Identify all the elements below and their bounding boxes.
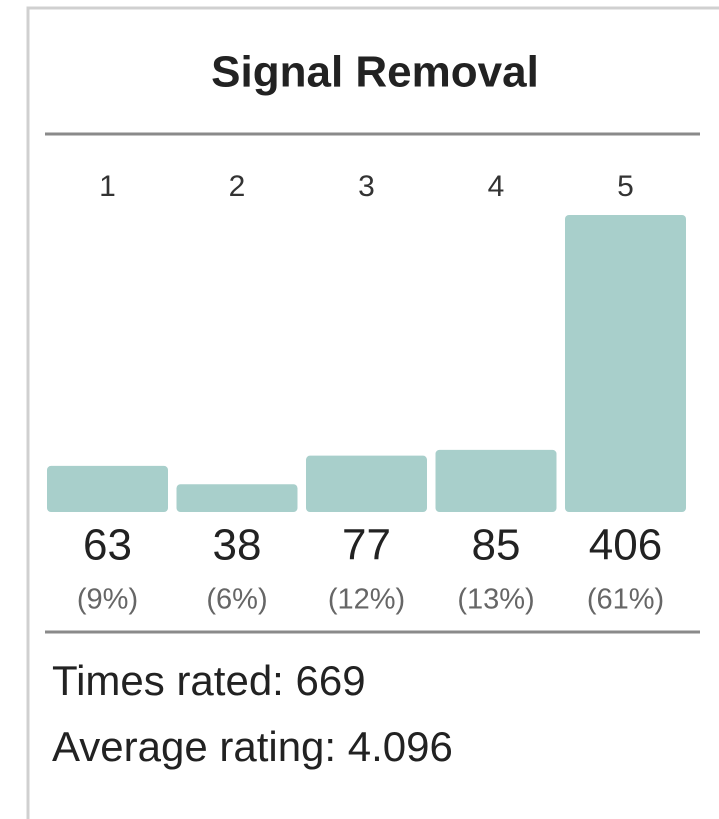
bar	[47, 465, 168, 512]
category-label: 2	[229, 170, 246, 203]
category-label: 1	[99, 170, 116, 203]
chart-title: Signal Removal	[211, 48, 539, 97]
count-label: 63	[83, 521, 132, 570]
category-label: 4	[488, 170, 505, 203]
count-label: 85	[472, 521, 521, 570]
count-label: 406	[589, 521, 662, 570]
percent-label: (12%)	[328, 584, 405, 616]
category-label: 3	[358, 170, 375, 203]
bar	[176, 484, 298, 512]
bar	[565, 215, 686, 512]
percent-label: (13%)	[457, 584, 534, 616]
times-rated: Times rated: 669	[52, 657, 366, 704]
bar	[435, 449, 557, 512]
percent-label: (9%)	[77, 584, 138, 616]
count-label: 38	[213, 521, 262, 570]
average-rating: Average rating: 4.096	[52, 723, 453, 770]
count-label: 77	[342, 521, 391, 570]
percent-label: (6%)	[206, 584, 267, 616]
percent-label: (61%)	[587, 584, 664, 616]
bar	[306, 455, 427, 512]
category-label: 5	[617, 170, 634, 203]
